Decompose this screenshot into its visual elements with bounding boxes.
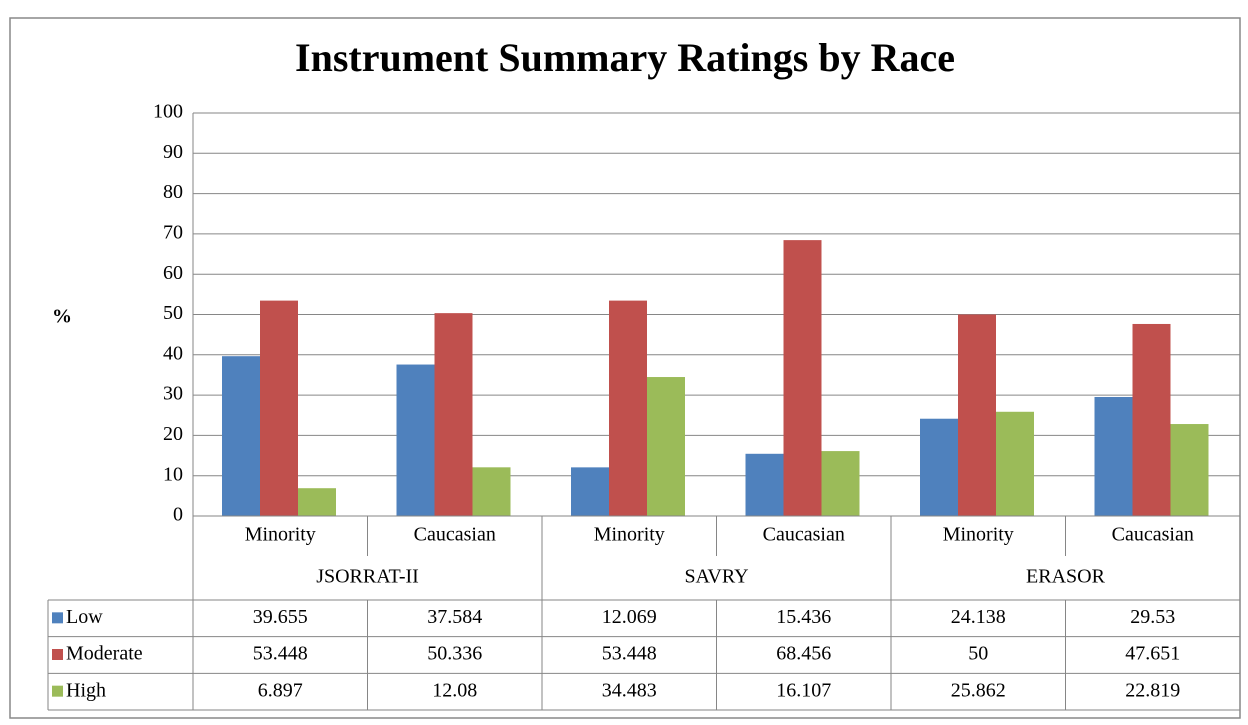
table-value: 53.448 xyxy=(253,643,308,665)
bar xyxy=(1132,323,1171,516)
y-tick-label: 0 xyxy=(173,504,183,526)
table-value: 39.655 xyxy=(253,606,308,628)
table-value: 25.862 xyxy=(951,679,1006,701)
bar xyxy=(222,356,260,516)
legend-swatch xyxy=(52,612,63,624)
legend-label: High xyxy=(66,679,106,701)
chart-title: Instrument Summary Ratings by Race xyxy=(295,35,955,80)
table-value: 50.336 xyxy=(427,643,482,665)
table-value: 6.897 xyxy=(258,679,303,701)
table-value: 29.53 xyxy=(1130,606,1175,628)
y-tick-label: 90 xyxy=(163,141,183,163)
legend-swatch xyxy=(52,649,63,660)
table-value: 47.651 xyxy=(1125,643,1180,665)
y-tick-label: 50 xyxy=(163,302,183,324)
group-label: SAVRY xyxy=(684,566,748,588)
bar xyxy=(647,377,685,516)
table-value: 22.819 xyxy=(1125,679,1180,701)
bar xyxy=(783,240,822,516)
table-value: 50 xyxy=(968,643,988,665)
table-value: 16.107 xyxy=(776,679,831,701)
x-tick-label: Minority xyxy=(245,524,316,546)
legend-label: Low xyxy=(66,606,103,628)
y-tick-label: 60 xyxy=(163,262,183,284)
table-value: 15.436 xyxy=(776,606,831,628)
legend-label: Moderate xyxy=(66,643,143,665)
bar xyxy=(1170,424,1209,516)
x-tick-label: Caucasian xyxy=(763,524,845,546)
bar xyxy=(609,300,647,516)
bar xyxy=(958,314,996,516)
y-tick-label: 100 xyxy=(153,101,183,123)
table-value: 34.483 xyxy=(602,679,657,701)
legend-swatch xyxy=(52,685,63,697)
y-tick-label: 40 xyxy=(163,342,183,364)
bar xyxy=(260,300,298,516)
bar xyxy=(571,467,609,516)
y-axis-label: % xyxy=(52,306,72,328)
table-value: 12.08 xyxy=(432,679,477,701)
bar xyxy=(821,451,860,516)
bar xyxy=(298,488,336,516)
table-value: 37.584 xyxy=(427,606,482,628)
bar xyxy=(396,364,435,516)
bar xyxy=(745,453,784,516)
bar xyxy=(434,313,473,516)
y-tick-label: 10 xyxy=(163,463,183,485)
bar xyxy=(472,467,511,516)
x-tick-label: Caucasian xyxy=(1112,524,1194,546)
group-label: ERASOR xyxy=(1026,566,1106,588)
table-value: 24.138 xyxy=(951,606,1006,628)
bar xyxy=(1094,396,1133,516)
x-tick-label: Minority xyxy=(943,524,1014,546)
group-label: JSORRAT-II xyxy=(316,566,419,588)
y-tick-label: 80 xyxy=(163,181,183,203)
table-value: 68.456 xyxy=(776,643,831,665)
x-tick-label: Minority xyxy=(594,524,665,546)
y-tick-label: 30 xyxy=(163,383,183,405)
y-tick-label: 70 xyxy=(163,221,183,243)
y-tick-label: 20 xyxy=(163,423,183,445)
table-value: 53.448 xyxy=(602,643,657,665)
table-value: 12.069 xyxy=(602,606,657,628)
x-tick-label: Caucasian xyxy=(414,524,496,546)
bar xyxy=(996,411,1034,516)
bar xyxy=(920,418,958,516)
